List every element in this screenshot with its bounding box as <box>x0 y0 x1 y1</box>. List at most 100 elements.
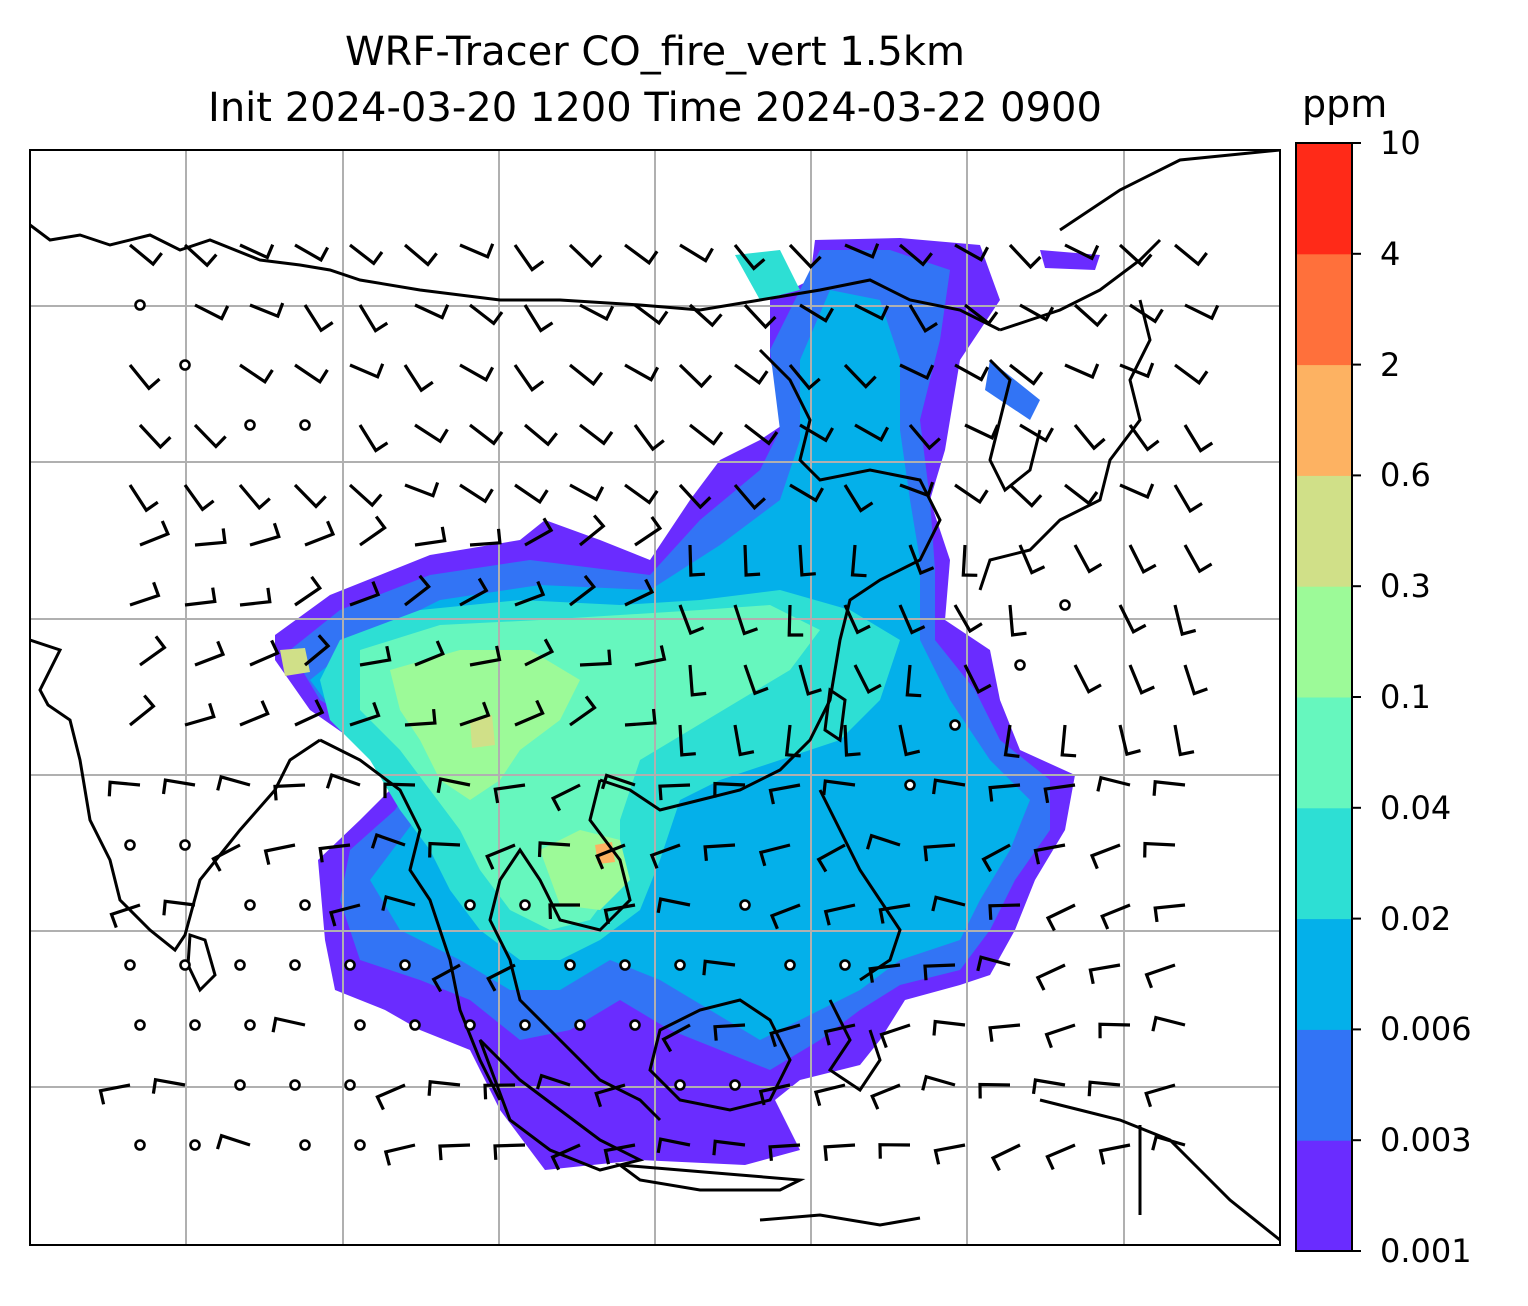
wind-barb <box>162 899 196 916</box>
wind-barb <box>1183 544 1213 574</box>
calm-wind-circle <box>299 1139 311 1151</box>
calm-wind-circle <box>619 959 631 971</box>
wind-barb <box>404 574 431 607</box>
co-field-north-wisp <box>735 250 800 300</box>
wind-barb <box>535 1073 571 1090</box>
wind-barb <box>688 664 707 697</box>
wind-barb <box>853 664 882 694</box>
coastline-korea <box>988 358 1042 493</box>
wind-barb <box>1073 664 1102 694</box>
wind-barb <box>370 832 406 849</box>
wind-barb <box>1073 303 1108 328</box>
calm-wind-circle <box>244 1019 256 1031</box>
wind-barb <box>1035 963 1066 991</box>
wind-barb <box>1153 903 1186 923</box>
wind-barb <box>184 587 217 607</box>
wind-barb <box>784 724 801 758</box>
wind-barb <box>624 363 660 382</box>
wind-barb <box>678 483 712 510</box>
wind-barb <box>713 781 746 798</box>
wind-barb <box>1009 363 1044 386</box>
wind-barb <box>843 363 877 389</box>
wind-barb <box>128 363 161 391</box>
coastline-srilanka <box>186 932 217 993</box>
wind-barbs <box>98 243 1220 1172</box>
wind-barb <box>428 841 461 858</box>
wind-barb <box>514 483 549 505</box>
wind-barb <box>634 303 669 326</box>
wind-barb <box>1044 1023 1076 1049</box>
calm-wind-circle <box>344 1079 356 1091</box>
calm-wind-circle <box>399 959 411 971</box>
wind-barb <box>1018 544 1046 575</box>
calm-wind-circle <box>729 1079 741 1091</box>
wind-barb <box>569 483 605 502</box>
calm-wind-circle <box>409 1019 421 1031</box>
calm-wind-circle <box>354 1019 366 1031</box>
wind-barb <box>349 363 385 379</box>
wind-barb <box>1143 841 1176 858</box>
calm-wind-circle <box>189 1139 201 1151</box>
wind-barb <box>1008 483 1043 508</box>
wind-barb <box>183 243 218 268</box>
wind-barb <box>1033 843 1066 865</box>
wind-barb <box>963 664 992 694</box>
wind-barb <box>898 724 921 757</box>
wind-barb <box>493 1143 526 1160</box>
wind-barb <box>843 604 871 635</box>
wind-barb <box>905 664 922 698</box>
calm-wind-circle <box>234 959 246 971</box>
wind-barb <box>349 243 384 266</box>
colorbar-tick-label: 0.6 <box>1380 456 1431 495</box>
wind-barb <box>138 423 172 450</box>
wind-barb <box>931 895 966 912</box>
calm-wind-circle <box>289 1079 301 1091</box>
wind-barb <box>459 363 495 383</box>
co-field-level-03b <box>470 715 495 748</box>
map-title-line1: WRF-Tracer CO_fire_vert 1.5km <box>344 29 966 75</box>
wind-barb <box>854 423 890 443</box>
wind-barb <box>921 1074 956 1091</box>
wind-barb <box>594 843 626 870</box>
wind-barb <box>603 903 636 925</box>
wind-barb <box>216 774 251 791</box>
wind-barb <box>678 604 705 636</box>
wind-barb <box>579 303 615 322</box>
wind-barb <box>459 243 495 259</box>
border-china-russia <box>999 238 1162 332</box>
wind-barb <box>758 1083 791 1106</box>
wind-barb <box>349 581 381 607</box>
co-field-east-wisp <box>985 360 1040 420</box>
wind-barb <box>964 303 999 326</box>
wind-barb <box>1073 544 1103 574</box>
wind-barb <box>414 640 445 667</box>
colorbar-tick-label: 0.001 <box>1380 1232 1472 1270</box>
wind-barb <box>151 1077 186 1094</box>
wind-barb <box>483 1083 516 1100</box>
wind-barb <box>273 783 306 801</box>
wind-barb <box>702 959 736 976</box>
wind-barb <box>878 1143 911 1159</box>
wind-barb <box>569 695 597 727</box>
wind-barb <box>1087 1080 1121 1097</box>
wind-barb <box>194 528 227 547</box>
wind-barb <box>325 772 361 789</box>
wind-barb <box>713 1023 746 1041</box>
calm-wind-circle <box>739 899 751 911</box>
calm-wind-circle <box>134 1139 146 1151</box>
wind-barb <box>359 515 387 547</box>
wind-barb <box>865 833 901 850</box>
coastlines <box>30 150 1280 1242</box>
wind-barb <box>953 604 983 634</box>
calm-wind-circle <box>179 959 191 971</box>
wind-barb <box>348 483 383 508</box>
colorbar-tick-label: 0.006 <box>1380 1010 1472 1049</box>
wind-barb <box>414 526 447 547</box>
wind-barb <box>238 483 271 511</box>
wind-barb <box>524 517 554 547</box>
wind-barb <box>193 423 227 449</box>
wind-barb <box>768 1143 801 1161</box>
wind-barb <box>961 544 978 577</box>
wind-barb <box>688 303 723 328</box>
wind-barb <box>899 363 935 381</box>
